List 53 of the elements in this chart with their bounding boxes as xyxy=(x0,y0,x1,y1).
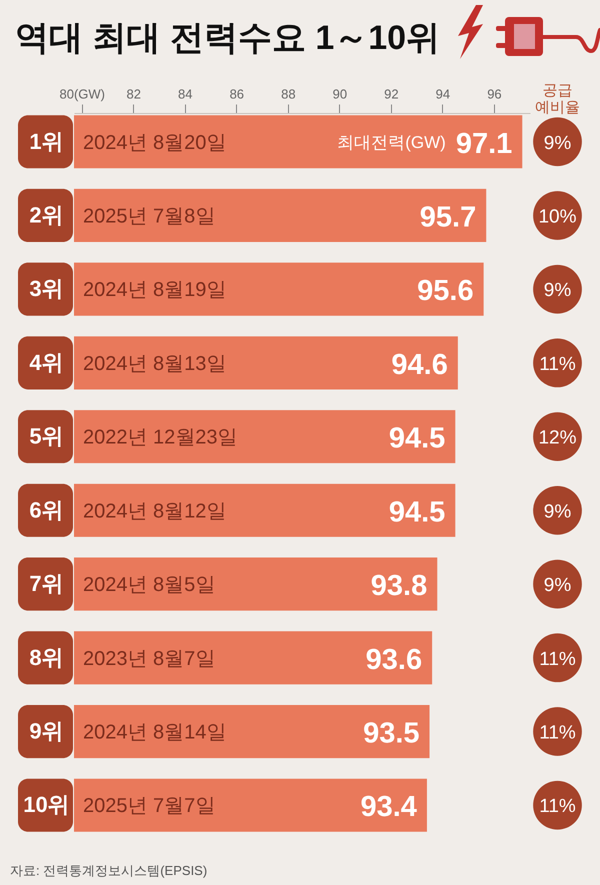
x-tick-label: 90 xyxy=(332,86,348,102)
y-tick-label: 8위 xyxy=(29,644,64,670)
data-label: 94.6 xyxy=(391,348,448,381)
y-tick-label: 5위 xyxy=(29,424,64,449)
text: 9% xyxy=(544,280,572,302)
y-tick-label: 9위 xyxy=(29,718,64,744)
y-tick-label: 1위 xyxy=(29,128,64,154)
annotation: 2023년 8월7일 xyxy=(83,648,216,670)
data-label: 94.5 xyxy=(388,422,446,455)
text: 12% xyxy=(538,428,577,449)
y-tick-label: 7위 xyxy=(29,571,64,596)
annotation: 2025년 7월7일 xyxy=(83,795,216,818)
data-label: 93.5 xyxy=(363,718,420,750)
data-label: 94.5 xyxy=(388,496,446,528)
text: 9% xyxy=(544,501,572,522)
y-tick-label: 3위 xyxy=(29,276,64,302)
x-tick-label: 88 xyxy=(281,86,296,102)
text: 11% xyxy=(539,648,576,670)
annotation: 2024년 8월19일 xyxy=(83,279,226,302)
text: 공급 예비율 xyxy=(535,82,580,116)
x-tick-label: 84 xyxy=(178,86,193,102)
x-tick-label: 94 xyxy=(436,86,450,102)
x-tick-label: 96 xyxy=(487,86,502,102)
annotation: 자료: 전력통계정보시스템(EPSIS) xyxy=(10,863,208,878)
data-label: 93.6 xyxy=(366,644,422,676)
data-label: 95.6 xyxy=(417,275,474,308)
y-tick-label: 4위 xyxy=(29,350,64,375)
data-label: 97.1 xyxy=(456,128,512,160)
annotation: 2024년 8월12일 xyxy=(83,500,226,522)
annotation: 2025년 7월8일 xyxy=(83,205,216,228)
chart-title: 역대 최대 전력수요 1～10위 xyxy=(15,19,440,57)
x-tick-label: 86 xyxy=(230,86,244,102)
x-tick-label: 82 xyxy=(126,86,141,102)
text: 9% xyxy=(544,575,572,596)
data-label: 93.4 xyxy=(360,791,417,824)
text: 10% xyxy=(538,206,577,228)
y-tick-label: 6위 xyxy=(29,497,64,522)
text: 9% xyxy=(544,132,572,154)
annotation: 2024년 8월5일 xyxy=(83,574,216,596)
x-tick-label: 92 xyxy=(384,86,399,102)
annotation: 2024년 8월14일 xyxy=(83,722,226,744)
text: 11% xyxy=(539,796,576,818)
y-tick-label: 2위 xyxy=(29,202,64,228)
data-label: 93.8 xyxy=(370,570,428,602)
y-tick-label: 10위 xyxy=(23,792,70,818)
annotation: 2024년 8월13일 xyxy=(83,352,226,375)
annotation: 2024년 8월20일 xyxy=(83,132,226,154)
text: 11% xyxy=(539,722,576,744)
data-label: 95.7 xyxy=(420,201,476,234)
x-tick-label: 80(GW) xyxy=(59,86,105,102)
text: 11% xyxy=(539,354,576,375)
annotation: 최대전력(GW) xyxy=(337,132,446,152)
annotation: 2022년 12월23일 xyxy=(83,426,238,449)
